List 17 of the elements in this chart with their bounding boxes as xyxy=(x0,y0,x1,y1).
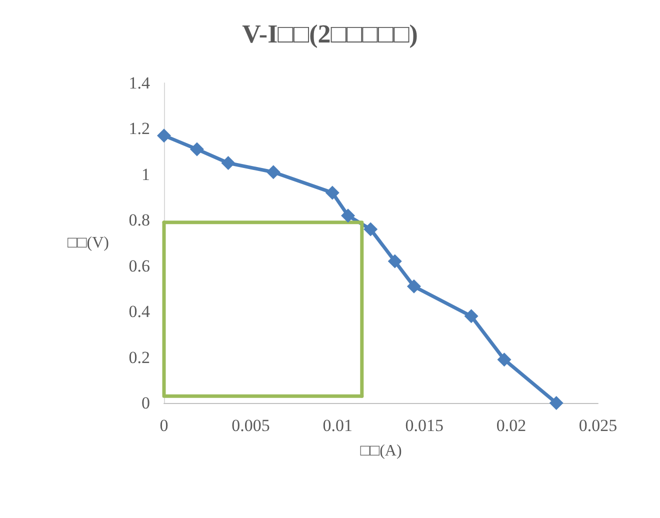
x-tick-label: 0.015 xyxy=(405,416,444,435)
y-tick-label: 1.4 xyxy=(128,74,150,92)
x-axis-title: □□(A) xyxy=(360,442,402,460)
y-tick-label: 1.2 xyxy=(128,119,150,138)
y-tick-label: 0.6 xyxy=(128,256,150,276)
x-tick-label: 0.025 xyxy=(578,416,618,435)
x-tick-label: 0 xyxy=(160,416,168,435)
x-tick-label: 0.01 xyxy=(322,416,352,435)
chart-title: V-I□□(2□□□□□) xyxy=(242,20,418,48)
y-tick-label: 0 xyxy=(142,394,150,412)
y-tick-label: 0.4 xyxy=(128,302,150,322)
x-tick-label: 0.02 xyxy=(496,416,526,435)
x-tick-label: 0.005 xyxy=(232,416,270,435)
y-axis-title: □□(V) xyxy=(67,234,109,252)
y-tick-label: 1 xyxy=(142,164,150,184)
y-tick-label: 0.2 xyxy=(128,348,150,367)
y-tick-label: 0.8 xyxy=(128,210,150,230)
